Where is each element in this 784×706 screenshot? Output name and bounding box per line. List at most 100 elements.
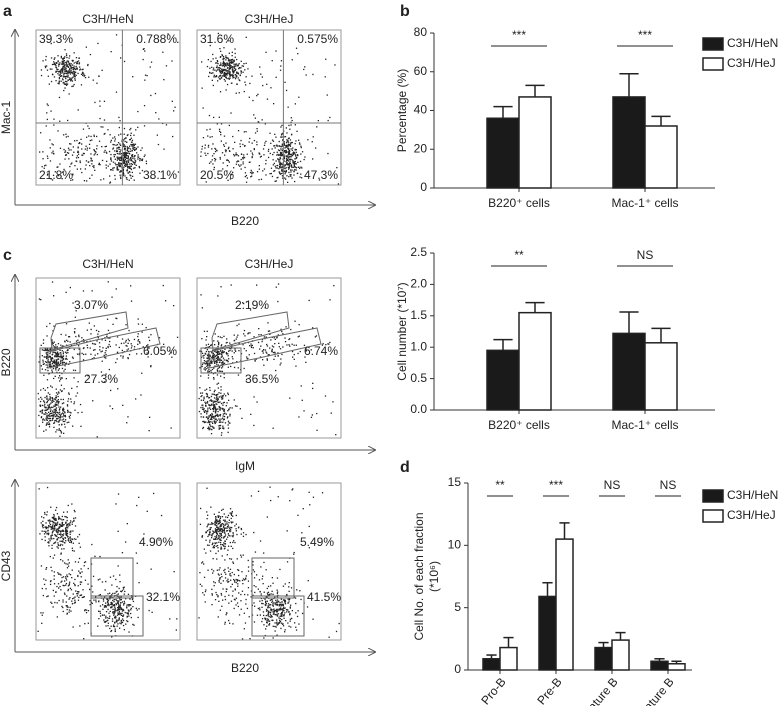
event-dot: [280, 172, 283, 175]
event-dot: [231, 60, 233, 62]
event-dot: [242, 554, 244, 556]
event-dot: [253, 424, 255, 427]
event-dot: [235, 581, 237, 584]
event-dot: [211, 362, 213, 364]
event-dot: [289, 174, 291, 176]
event-dot: [50, 365, 52, 367]
event-dot: [38, 361, 40, 363]
event-dot: [64, 72, 66, 74]
event-dot: [120, 170, 122, 173]
event-dot: [291, 166, 293, 168]
event-dot: [144, 74, 147, 76]
event-dot: [70, 66, 72, 69]
event-dot: [293, 344, 295, 346]
event-dot: [253, 352, 256, 355]
event-dot: [126, 157, 128, 159]
event-dot: [233, 76, 235, 78]
event-dot: [55, 62, 57, 64]
event-dot: [225, 70, 227, 72]
event-dot: [62, 584, 64, 587]
event-dot: [201, 61, 203, 63]
event-dot: [223, 75, 226, 77]
event-dot: [233, 71, 235, 73]
event-dot: [127, 155, 129, 158]
event-dot: [103, 119, 106, 121]
event-dot: [48, 426, 51, 428]
event-dot: [280, 358, 282, 360]
event-dot: [284, 629, 286, 631]
event-dot: [214, 542, 217, 545]
event-dot: [53, 409, 55, 411]
event-dot: [220, 539, 222, 541]
event-dot: [118, 618, 120, 620]
event-dot: [273, 358, 275, 360]
event-dot: [45, 527, 47, 529]
event-dot: [224, 540, 226, 542]
event-dot: [214, 150, 217, 153]
event-dot: [222, 599, 224, 601]
event-dot: [222, 413, 225, 415]
event-dot: [216, 538, 218, 540]
event-dot: [222, 508, 224, 510]
event-dot: [216, 403, 218, 405]
event-dot: [114, 630, 116, 633]
event-dot: [66, 64, 69, 66]
event-dot: [53, 364, 55, 366]
event-dot: [240, 158, 242, 161]
event-dot: [212, 356, 214, 358]
event-dot: [130, 609, 132, 611]
event-dot: [47, 104, 49, 107]
event-dot: [338, 622, 340, 625]
event-dot: [109, 598, 111, 600]
event-dot: [202, 426, 205, 429]
event-dot: [221, 354, 223, 356]
event-dot: [242, 65, 245, 67]
event-dot: [120, 602, 122, 604]
event-dot: [304, 66, 306, 68]
event-dot: [271, 598, 273, 601]
event-dot: [78, 142, 80, 145]
event-dot: [235, 68, 237, 70]
event-dot: [238, 63, 240, 65]
event-dot: [230, 600, 233, 602]
event-dot: [211, 66, 213, 68]
event-dot: [205, 402, 207, 405]
event-dot: [200, 395, 202, 398]
event-dot: [273, 613, 275, 615]
event-dot: [218, 428, 220, 430]
event-dot: [126, 150, 129, 152]
event-dot: [49, 540, 51, 542]
event-dot: [55, 522, 57, 524]
event-dot: [77, 575, 79, 578]
event-dot: [101, 581, 104, 583]
event-dot: [218, 342, 220, 344]
event-dot: [207, 395, 209, 397]
event-dot: [40, 389, 42, 391]
event-dot: [90, 333, 92, 335]
event-dot: [89, 165, 91, 167]
event-dot: [49, 139, 51, 141]
event-dot: [261, 340, 263, 343]
event-dot: [283, 150, 286, 152]
event-dot: [225, 56, 227, 59]
event-dot: [229, 413, 231, 415]
event-dot: [226, 523, 228, 525]
event-dot: [229, 150, 231, 152]
event-dot: [211, 534, 213, 536]
event-dot: [228, 52, 230, 54]
event-dot: [66, 575, 69, 578]
event-dot: [254, 591, 256, 594]
event-dot: [127, 613, 129, 615]
event-dot: [57, 166, 59, 168]
event-dot: [230, 59, 232, 61]
event-dot: [316, 412, 318, 415]
event-dot: [119, 153, 121, 155]
event-dot: [61, 515, 63, 518]
event-dot: [211, 79, 213, 81]
quadrant-percent: 21.8%: [39, 168, 73, 182]
event-dot: [212, 558, 214, 560]
event-dot: [244, 81, 246, 83]
event-dot: [131, 155, 133, 157]
event-dot: [45, 424, 47, 426]
event-dot: [290, 169, 292, 171]
